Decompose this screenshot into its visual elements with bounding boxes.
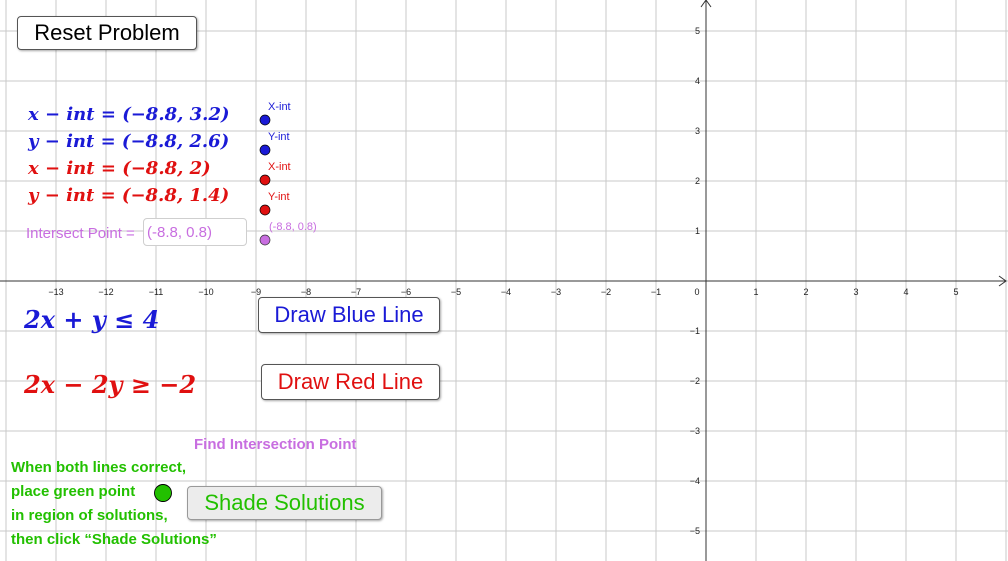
intersect-point-input[interactable]: (-8.8, 0.8) <box>143 218 247 246</box>
x-tick-label: 1 <box>753 287 758 297</box>
red-y-int-label: Y-int <box>268 191 290 203</box>
tick-labels: −13 −12 −11 −10 −9 −8 −7 −6 −5 −4 −3 −2 −1 0 1 2 3 4 55432… <box>48 26 958 536</box>
x-tick-label: −6 <box>401 287 411 297</box>
draw-blue-line-button[interactable]: Draw Blue Line <box>258 297 440 333</box>
x-tick-label: −13 <box>48 287 63 297</box>
instruction-line-3: in region of solutions, <box>11 507 168 524</box>
y-tick-label: −5 <box>690 526 700 536</box>
x-tick-label: −7 <box>351 287 361 297</box>
y-tick-label: −1 <box>690 326 700 336</box>
red-x-int-label: X-int <box>268 161 291 173</box>
x-tick-label: 4 <box>903 287 908 297</box>
y-tick-label: 1 <box>695 226 700 236</box>
x-tick-label: −4 <box>501 287 511 297</box>
intersect-point-label: (-8.8, 0.8) <box>269 221 317 233</box>
intersect-point-label-text: Intersect Point = <box>26 225 135 242</box>
x-tick-label: −2 <box>601 287 611 297</box>
x-tick-label: −8 <box>301 287 311 297</box>
y-tick-label: 4 <box>695 76 700 86</box>
y-tick-label: 3 <box>695 126 700 136</box>
red-y-int-point[interactable] <box>259 204 271 216</box>
x-tick-label: −1 <box>651 287 661 297</box>
y-tick-label: −2 <box>690 376 700 386</box>
x-tick-label: 0 <box>694 287 699 297</box>
instruction-line-2: place green point <box>11 483 136 500</box>
blue-x-int-text: x − int = (−8.8, 3.2) <box>28 104 230 125</box>
blue-y-int-label: Y-int <box>268 131 290 143</box>
red-x-int-point[interactable] <box>259 174 271 186</box>
red-y-int-text: y − int = (−8.8, 1.4) <box>28 185 230 206</box>
red-x-int-text: x − int = (−8.8, 2) <box>28 158 211 179</box>
x-tick-label: −3 <box>551 287 561 297</box>
x-tick-label: −9 <box>251 287 261 297</box>
x-tick-label: −10 <box>198 287 213 297</box>
blue-x-int-point[interactable] <box>259 114 271 126</box>
x-tick-label: 2 <box>803 287 808 297</box>
y-tick-label: 2 <box>695 176 700 186</box>
intersect-point[interactable] <box>259 234 271 246</box>
green-solution-point[interactable] <box>154 484 172 502</box>
shade-solutions-button[interactable]: Shade Solutions <box>187 486 382 520</box>
y-axis-arrow-icon <box>700 0 712 8</box>
blue-inequality: 2x + y ≤ 4 <box>24 305 160 334</box>
blue-y-int-text: y − int = (−8.8, 2.6) <box>28 131 230 152</box>
find-intersection-link[interactable]: Find Intersection Point <box>194 436 357 453</box>
blue-x-int-label: X-int <box>268 101 291 113</box>
y-tick-label: −3 <box>690 426 700 436</box>
x-tick-label: −11 <box>149 287 164 297</box>
x-tick-label: −5 <box>451 287 461 297</box>
blue-y-int-point[interactable] <box>259 144 271 156</box>
red-inequality: 2x − 2y ≥ −2 <box>24 370 197 399</box>
reset-problem-button[interactable]: Reset Problem <box>17 16 197 50</box>
draw-red-line-button[interactable]: Draw Red Line <box>261 364 440 400</box>
x-tick-label: 3 <box>853 287 858 297</box>
x-axis-arrow-icon <box>998 275 1007 287</box>
y-tick-label: −4 <box>690 476 700 486</box>
instruction-line-1: When both lines correct, <box>11 459 187 476</box>
x-tick-label: 5 <box>953 287 958 297</box>
y-tick-label: 5 <box>695 26 700 36</box>
points[interactable] <box>154 114 271 502</box>
instruction-line-4: then click “Shade Solutions” <box>11 531 217 548</box>
x-tick-label: −12 <box>98 287 113 297</box>
